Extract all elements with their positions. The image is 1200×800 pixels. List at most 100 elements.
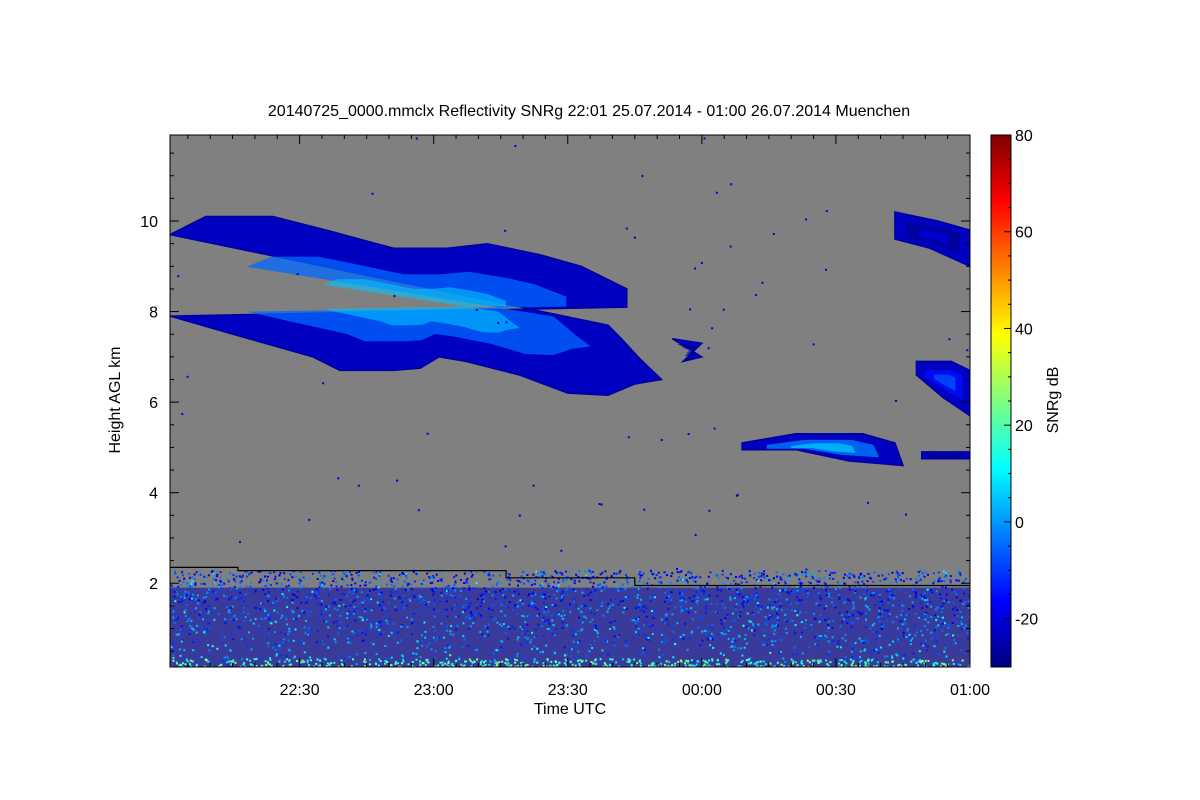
clutter-speck (854, 581, 857, 584)
surface-speck (480, 661, 482, 664)
clutter-speck (516, 655, 519, 658)
clutter-speck (874, 638, 877, 641)
clutter-speck (775, 598, 778, 601)
clutter-speck (729, 645, 732, 648)
clutter-speck (704, 629, 707, 632)
clutter-speck (423, 602, 426, 605)
surface-speck (800, 659, 803, 662)
clutter-speck (230, 596, 233, 599)
clutter-speck (961, 628, 964, 630)
clutter-speck (444, 647, 447, 650)
clutter-speck (953, 590, 956, 593)
clutter-speck (564, 577, 567, 580)
clutter-speck (682, 609, 685, 612)
clutter-speck (624, 640, 627, 642)
clutter-speck (245, 593, 248, 596)
clutter-speck (832, 604, 835, 607)
surface-speck (506, 659, 509, 662)
clutter-speck (521, 602, 524, 605)
clutter-speck (905, 614, 908, 616)
clutter-speck (659, 583, 662, 586)
clutter-speck (742, 624, 745, 627)
clutter-speck (274, 648, 277, 651)
clutter-speck (909, 578, 912, 581)
surface-speck (569, 660, 572, 663)
clutter-speck (404, 589, 407, 591)
clutter-speck (621, 583, 624, 586)
clutter-speck (732, 588, 734, 591)
clutter-speck (579, 629, 582, 632)
clutter-speck (500, 639, 502, 642)
clutter-speck (317, 591, 320, 593)
clutter-speck (725, 576, 727, 579)
clutter-speck (255, 611, 258, 614)
clutter-speck (722, 626, 725, 629)
clutter-speck (392, 622, 395, 625)
clutter-speck (483, 570, 486, 573)
clutter-speck (379, 580, 382, 583)
clutter-speck (792, 619, 794, 622)
clutter-speck (697, 596, 699, 599)
clutter-speck (774, 625, 777, 628)
clutter-speck (412, 612, 415, 615)
clutter-speck (680, 578, 682, 581)
clutter-speck (609, 598, 612, 601)
clutter-speck (667, 582, 670, 585)
clutter-speck (919, 602, 922, 605)
clutter-speck (378, 629, 381, 632)
clutter-speck (816, 643, 819, 646)
clutter-speck (545, 644, 548, 647)
clutter-speck (594, 628, 597, 631)
clutter-speck (919, 569, 922, 572)
clutter-speck (945, 633, 948, 636)
clutter-speck (870, 650, 873, 653)
clutter-speck (901, 572, 904, 575)
clutter-speck (877, 651, 880, 654)
clutter-speck (671, 613, 674, 616)
clutter-speck (232, 574, 235, 576)
clutter-speck (320, 599, 323, 602)
noise-speck (633, 236, 636, 239)
clutter-speck (358, 571, 361, 573)
clutter-speck (445, 600, 448, 603)
surface-speck (186, 660, 189, 663)
surface-speck (917, 664, 919, 667)
surface-speck (463, 664, 466, 667)
clutter-speck (827, 640, 830, 642)
clutter-speck (267, 597, 270, 600)
clutter-speck (351, 578, 354, 581)
clutter-speck (591, 618, 594, 621)
clutter-speck (637, 618, 640, 620)
surface-speck (265, 664, 268, 667)
surface-speck (711, 658, 714, 661)
clutter-speck (341, 593, 344, 596)
clutter-speck (827, 623, 830, 626)
clutter-speck (194, 597, 197, 600)
clutter-speck (196, 624, 198, 627)
clutter-speck (665, 597, 668, 599)
clutter-speck (273, 609, 276, 612)
clutter-speck (894, 578, 897, 581)
clutter-speck (436, 616, 439, 619)
clutter-speck (645, 638, 648, 641)
clutter-speck (813, 617, 816, 620)
noise-speck (755, 294, 758, 297)
clutter-speck (378, 621, 381, 624)
clutter-speck (175, 618, 178, 621)
clutter-speck (348, 656, 351, 659)
surface-speck (207, 660, 210, 663)
clutter-speck (411, 654, 414, 657)
clutter-speck (215, 569, 218, 572)
clutter-speck (940, 580, 943, 583)
clutter-speck (888, 633, 891, 636)
clutter-speck (288, 627, 291, 630)
clutter-speck (762, 604, 765, 607)
clutter-speck (189, 618, 192, 621)
clutter-speck (440, 591, 443, 594)
clutter-speck (712, 646, 715, 649)
clutter-speck (719, 609, 722, 612)
clutter-speck (187, 592, 190, 595)
surface-speck (452, 665, 455, 667)
clutter-speck (197, 617, 199, 620)
clutter-speck (639, 577, 642, 579)
